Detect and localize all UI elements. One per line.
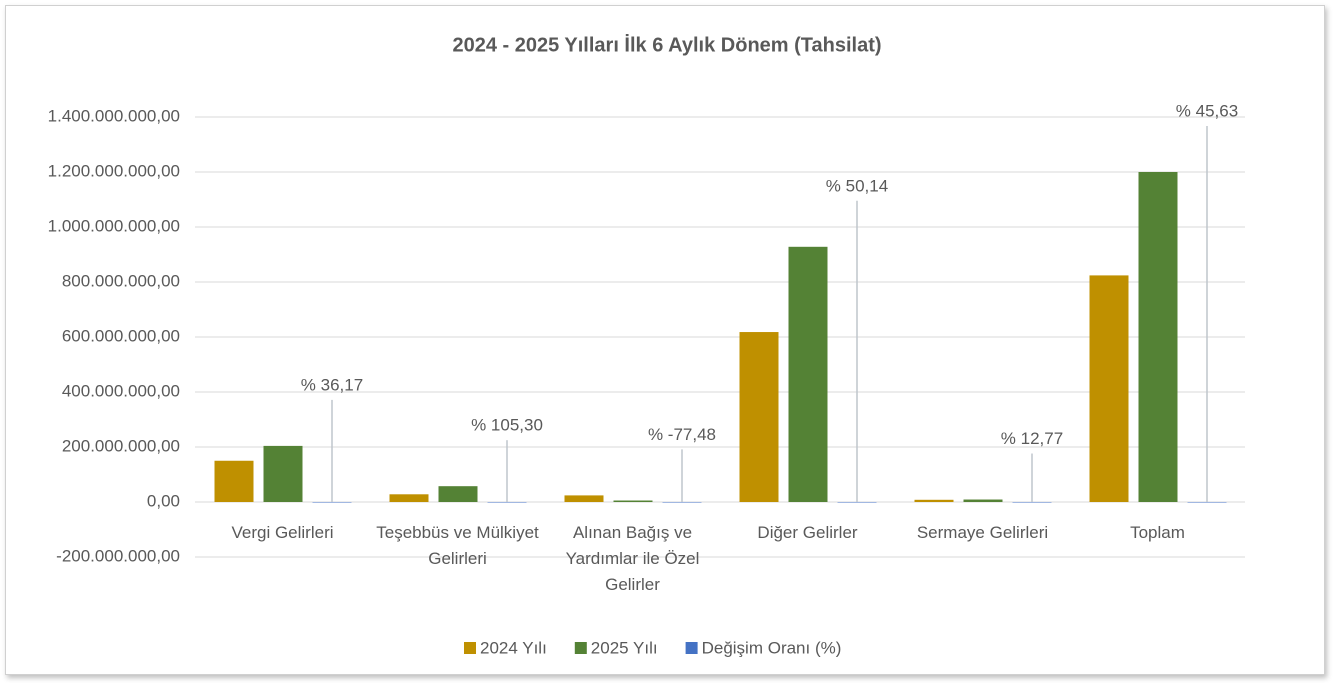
y-tick-label: 400.000.000,00 [62, 381, 180, 400]
y-tick-label: 1.400.000.000,00 [48, 106, 180, 125]
y-tick-label: -200.000.000,00 [56, 546, 180, 565]
y-tick-label: 1.200.000.000,00 [48, 161, 180, 180]
data-label: % -77,48 [648, 425, 716, 444]
bar [739, 332, 779, 502]
data-label: % 105,30 [471, 416, 543, 435]
bar [1187, 502, 1227, 503]
bar [438, 486, 478, 502]
legend-swatch [464, 642, 476, 654]
bar [837, 502, 877, 503]
chart-title: 2024 - 2025 Yılları İlk 6 Aylık Dönem (T… [452, 33, 881, 56]
bar [1138, 172, 1178, 502]
y-tick-label: 800.000.000,00 [62, 271, 180, 290]
legend-label: 2025 Yılı [591, 638, 658, 657]
data-label: % 45,63 [1176, 101, 1238, 120]
x-tick-label: Sermaye Gelirleri [916, 523, 1049, 542]
bar [487, 501, 527, 503]
bar [263, 445, 303, 502]
x-tick-label: Toplam [1130, 523, 1185, 542]
legend-label: Değişim Oranı (%) [702, 638, 842, 657]
bar [564, 495, 604, 502]
legend-label: 2024 Yılı [480, 638, 547, 657]
bar [963, 499, 1003, 502]
x-tick-label: Diğer Gelirler [757, 523, 858, 542]
legend-swatch [685, 642, 698, 654]
bar [613, 500, 653, 502]
bar [1012, 502, 1052, 503]
y-tick-label: 0,00 [147, 491, 180, 510]
y-tick-label: 600.000.000,00 [62, 326, 180, 345]
x-tick-label: Alınan Bağış ve Yardımlar ile Özel Gelir… [565, 523, 700, 594]
bar [389, 494, 429, 502]
data-label: % 36,17 [301, 375, 363, 394]
x-tick-label: Teşebbüs ve Mülkiyet Gelirleri [376, 523, 539, 568]
data-label: % 50,14 [826, 176, 888, 195]
bar [788, 246, 828, 502]
legend-swatch [574, 642, 587, 654]
data-label: % 12,77 [1001, 429, 1063, 448]
bar [312, 502, 352, 503]
y-tick-label: 200.000.000,00 [62, 436, 180, 455]
bar [214, 460, 254, 502]
bar [1089, 275, 1129, 502]
x-tick-label: Vergi Gelirleri [231, 523, 334, 542]
bar [914, 499, 954, 502]
bar [662, 502, 702, 503]
y-tick-label: 1.000.000.000,00 [48, 216, 180, 235]
